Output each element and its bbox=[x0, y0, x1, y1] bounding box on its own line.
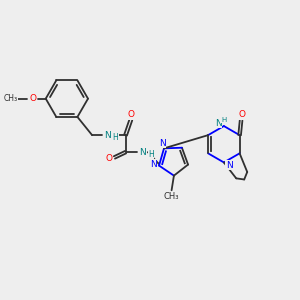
Text: CH₃: CH₃ bbox=[164, 192, 179, 201]
Text: H: H bbox=[222, 117, 227, 123]
Text: O: O bbox=[29, 94, 36, 103]
Text: N: N bbox=[159, 139, 166, 148]
Text: N: N bbox=[226, 161, 232, 170]
Text: O: O bbox=[128, 110, 135, 119]
Text: O: O bbox=[106, 154, 112, 164]
Text: N: N bbox=[104, 130, 111, 140]
Text: O: O bbox=[239, 110, 246, 119]
Text: H: H bbox=[113, 133, 118, 142]
Text: H: H bbox=[148, 150, 154, 159]
Text: N: N bbox=[139, 148, 146, 157]
Text: N: N bbox=[215, 118, 222, 127]
Text: CH₃: CH₃ bbox=[4, 94, 18, 103]
Text: N: N bbox=[150, 160, 157, 169]
